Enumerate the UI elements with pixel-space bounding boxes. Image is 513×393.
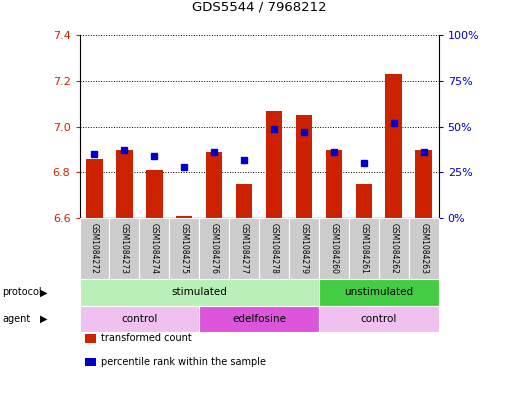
Bar <box>146 170 163 218</box>
Text: GSM1084279: GSM1084279 <box>300 223 308 274</box>
Text: ▶: ▶ <box>40 314 47 324</box>
Text: control: control <box>361 314 397 324</box>
Text: agent: agent <box>3 314 31 324</box>
Text: GSM1084263: GSM1084263 <box>419 223 428 274</box>
Text: GDS5544 / 7968212: GDS5544 / 7968212 <box>192 1 326 14</box>
Text: stimulated: stimulated <box>171 287 227 298</box>
Bar <box>295 115 312 218</box>
Text: percentile rank within the sample: percentile rank within the sample <box>101 357 266 367</box>
Text: GSM1084260: GSM1084260 <box>329 223 339 274</box>
Bar <box>385 74 402 218</box>
Bar <box>236 184 252 218</box>
Text: GSM1084273: GSM1084273 <box>120 223 129 274</box>
Bar <box>326 150 342 218</box>
Text: edelfosine: edelfosine <box>232 314 286 324</box>
Text: GSM1084278: GSM1084278 <box>269 223 279 274</box>
Text: ▶: ▶ <box>40 287 47 298</box>
Bar <box>176 216 192 218</box>
Bar <box>356 184 372 218</box>
Text: transformed count: transformed count <box>101 333 192 343</box>
Text: GSM1084277: GSM1084277 <box>240 223 249 274</box>
Text: unstimulated: unstimulated <box>344 287 413 298</box>
Bar <box>206 152 223 218</box>
Text: GSM1084272: GSM1084272 <box>90 223 99 274</box>
Text: GSM1084275: GSM1084275 <box>180 223 189 274</box>
Bar <box>86 159 103 218</box>
Text: GSM1084276: GSM1084276 <box>210 223 219 274</box>
Bar <box>116 150 133 218</box>
Text: GSM1084261: GSM1084261 <box>359 223 368 274</box>
Text: GSM1084274: GSM1084274 <box>150 223 159 274</box>
Text: control: control <box>121 314 157 324</box>
Text: GSM1084262: GSM1084262 <box>389 223 398 274</box>
Text: protocol: protocol <box>3 287 42 298</box>
Bar <box>266 111 282 218</box>
Bar <box>416 150 432 218</box>
